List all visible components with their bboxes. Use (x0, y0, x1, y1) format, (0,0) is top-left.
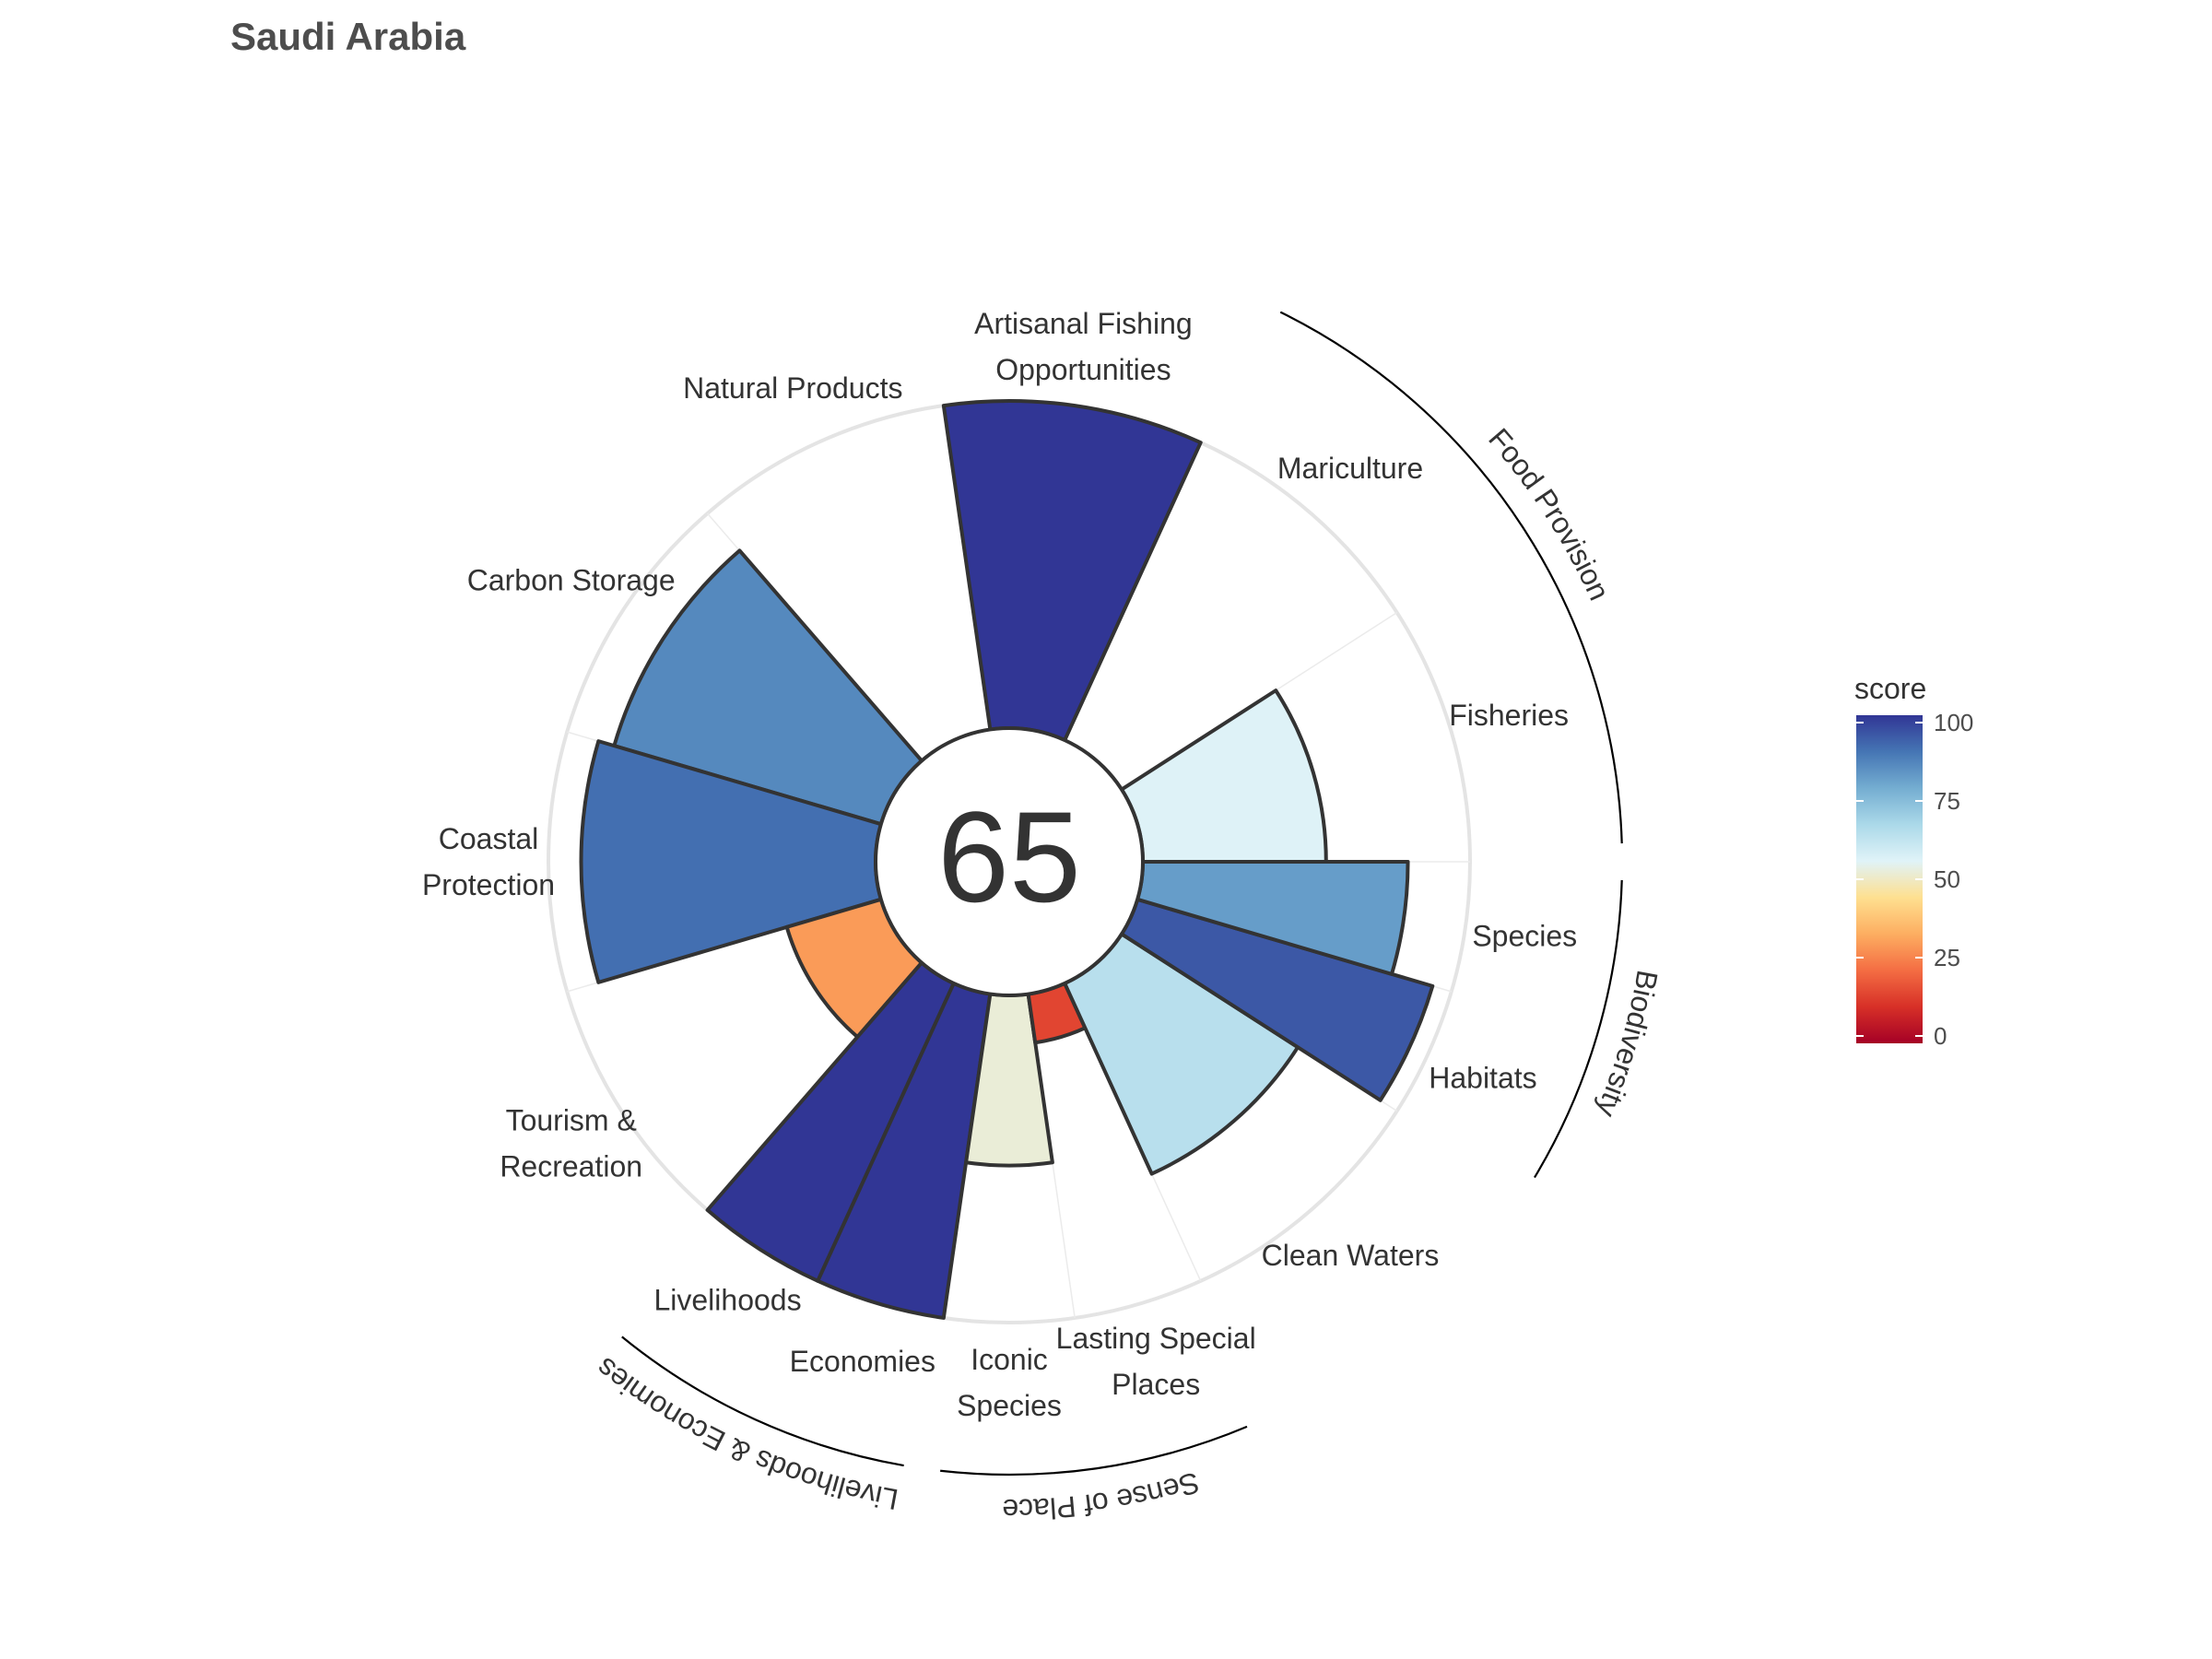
legend-tick-label: 100 (1934, 709, 1973, 736)
goal-label-economies: Economies (790, 1345, 935, 1378)
goal-label-species: Species (1472, 919, 1577, 952)
group-label-food-provision: Food Provision (1482, 422, 1616, 606)
legend-tick-label: 25 (1934, 944, 1960, 971)
legend-colorbar (1856, 715, 1923, 1043)
goal-label-natural-products: Natural Products (683, 371, 902, 405)
legend-tick-label: 0 (1934, 1022, 1947, 1050)
goal-labels: Fisheries Mariculture Artisanal Fishing Opp… (422, 307, 1577, 1422)
goal-label-lasting-special-places: Lasting Special Places (1056, 1322, 1256, 1401)
goal-label-coastal-protection: Coastal Protection (422, 822, 555, 901)
legend-tick-label: 50 (1934, 865, 1960, 893)
group-arc-food-provision (1279, 311, 1623, 844)
group-arc-biodiversity (1534, 879, 1623, 1179)
score-bars (579, 398, 1435, 1320)
goal-label-artisanal-fishing-opportunities: Artisanal Fishing Opportunities (974, 307, 1193, 386)
goal-label-tourism-and-recreation: Tourism & Recreation (500, 1103, 642, 1182)
chart-title: Saudi Arabia (230, 15, 466, 58)
center-circle (874, 726, 1145, 997)
goal-label-iconic-species: Iconic Species (957, 1343, 1062, 1422)
legend-title: score (1854, 672, 1926, 705)
goal-label-livelihoods: Livelihoods (653, 1283, 801, 1316)
goal-label-clean-waters: Clean Waters (1262, 1239, 1440, 1272)
center-score: 65 (937, 784, 1081, 929)
goal-label-mariculture: Mariculture (1277, 452, 1423, 485)
color-legend: score 100 75 50 25 0 (1854, 672, 1973, 1050)
legend-tick-label: 75 (1934, 787, 1960, 815)
group-label-biodiversity: Biodiversity (1590, 968, 1665, 1122)
goal-label-habitats: Habitats (1429, 1062, 1536, 1095)
group-arc-livelihoods-and-economies (621, 1335, 904, 1467)
group-arc-sense-of-place (940, 1425, 1248, 1477)
goal-label-fisheries: Fisheries (1449, 699, 1569, 732)
goal-label-carbon-storage: Carbon Storage (467, 564, 676, 597)
